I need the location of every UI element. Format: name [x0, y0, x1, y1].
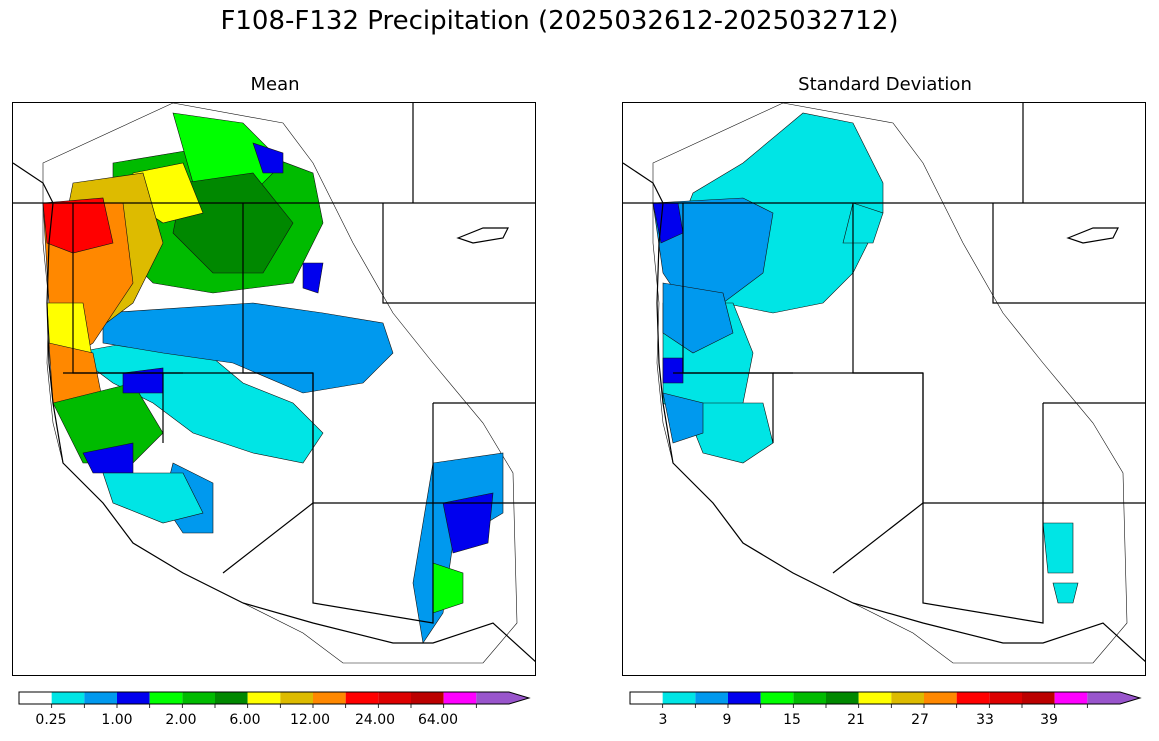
state-border-az	[922, 503, 1044, 624]
mean-colorbar-swatch	[443, 692, 477, 704]
mean-colorbar-swatch	[117, 692, 150, 704]
basin-navy-2	[252, 142, 284, 174]
mean-tick-label: 24.00	[354, 712, 396, 728]
std-colorbar-swatch	[956, 692, 990, 704]
basin-navy-ca	[662, 357, 684, 384]
coastline	[623, 162, 854, 604]
mean-colorbar	[18, 689, 531, 708]
state-border-ut	[312, 373, 434, 504]
mean-colorbar-swatch	[19, 692, 52, 704]
std-tick-label: 9	[722, 712, 732, 728]
std-colorbar	[629, 689, 1142, 708]
mean-colorbar-swatch	[149, 692, 183, 704]
mean-tick-label: 64.00	[417, 712, 459, 728]
state-border-mexico	[242, 602, 535, 662]
std-map	[622, 102, 1146, 676]
std-tick-label: 33	[976, 712, 994, 728]
lake-superior	[1066, 227, 1119, 244]
state-border-ut	[922, 373, 1044, 504]
std-colorbar-swatch	[1022, 692, 1055, 704]
std-panel-title: Standard Deviation	[798, 74, 972, 95]
basin-cyan-2	[102, 472, 204, 524]
mean-map	[12, 102, 536, 676]
basin-cyan-nm	[1042, 522, 1074, 574]
mean-panel-title: Mean	[250, 74, 300, 95]
basin-cyan-ca	[682, 402, 774, 464]
state-border-mexico	[852, 602, 1145, 662]
basin-red-1	[42, 197, 114, 254]
lake-superior	[456, 227, 509, 244]
std-tick-label: 27	[911, 712, 929, 728]
mean-colorbar-swatch	[84, 692, 117, 704]
std-colorbar-swatch	[695, 692, 728, 704]
state-border-az	[312, 503, 434, 624]
mean-tick-label: 0.25	[35, 712, 67, 728]
basin-green-light	[172, 112, 284, 194]
std-colorbar-swatch	[989, 692, 1022, 704]
std-colorbar-swatch	[924, 692, 957, 704]
mean-colorbar-swatch	[345, 692, 379, 704]
mean-tick-label: 2.00	[165, 712, 197, 728]
std-colorbar-swatch	[630, 692, 663, 704]
std-tick-label: 21	[847, 712, 865, 728]
mean-colorbar-outline	[18, 691, 531, 705]
mean-colorbar-swatch	[51, 692, 85, 704]
basin-blue-or	[662, 282, 734, 354]
std-colorbar-outline	[629, 691, 1142, 705]
std-colorbar-swatch	[1054, 692, 1088, 704]
state-border-mt	[992, 203, 1145, 304]
mean-colorbar-swatch	[280, 692, 313, 704]
basin-blue-1	[102, 302, 394, 394]
basin-green-2	[52, 382, 164, 464]
std-tick-label: 3	[658, 712, 668, 728]
basin-cyan-nm2	[1052, 582, 1079, 604]
basin-navy-1	[442, 492, 494, 554]
std-colorbar-swatch	[826, 692, 859, 704]
std-tick-label: 15	[783, 712, 801, 728]
mean-colorbar-swatch	[476, 692, 529, 704]
std-colorbar-swatch	[891, 692, 924, 704]
mean-colorbar-swatch	[215, 692, 248, 704]
mean-tick-label: 1.00	[101, 712, 133, 728]
std-colorbar-swatch	[793, 692, 826, 704]
mean-colorbar-swatch	[411, 692, 444, 704]
coastline	[13, 162, 244, 604]
mean-colorbar-swatch	[313, 692, 346, 704]
std-colorbar-swatch	[1087, 692, 1140, 704]
mean-colorbar-swatch	[182, 692, 215, 704]
std-colorbar-swatch	[728, 692, 761, 704]
state-border-mt	[382, 203, 535, 304]
mean-tick-label: 6.00	[229, 712, 261, 728]
basin-blue-ca	[662, 392, 704, 444]
std-colorbar-swatch	[760, 692, 794, 704]
mean-tick-label: 12.00	[289, 712, 331, 728]
std-colorbar-swatch	[662, 692, 696, 704]
mean-colorbar-swatch	[247, 692, 281, 704]
basin-navy-3	[302, 262, 324, 294]
std-tick-label: 39	[1040, 712, 1058, 728]
figure-title: F108-F132 Precipitation (2025032612-2025…	[220, 6, 899, 36]
std-colorbar-swatch	[858, 692, 892, 704]
mean-colorbar-swatch	[378, 692, 411, 704]
basin-forest	[172, 172, 294, 274]
